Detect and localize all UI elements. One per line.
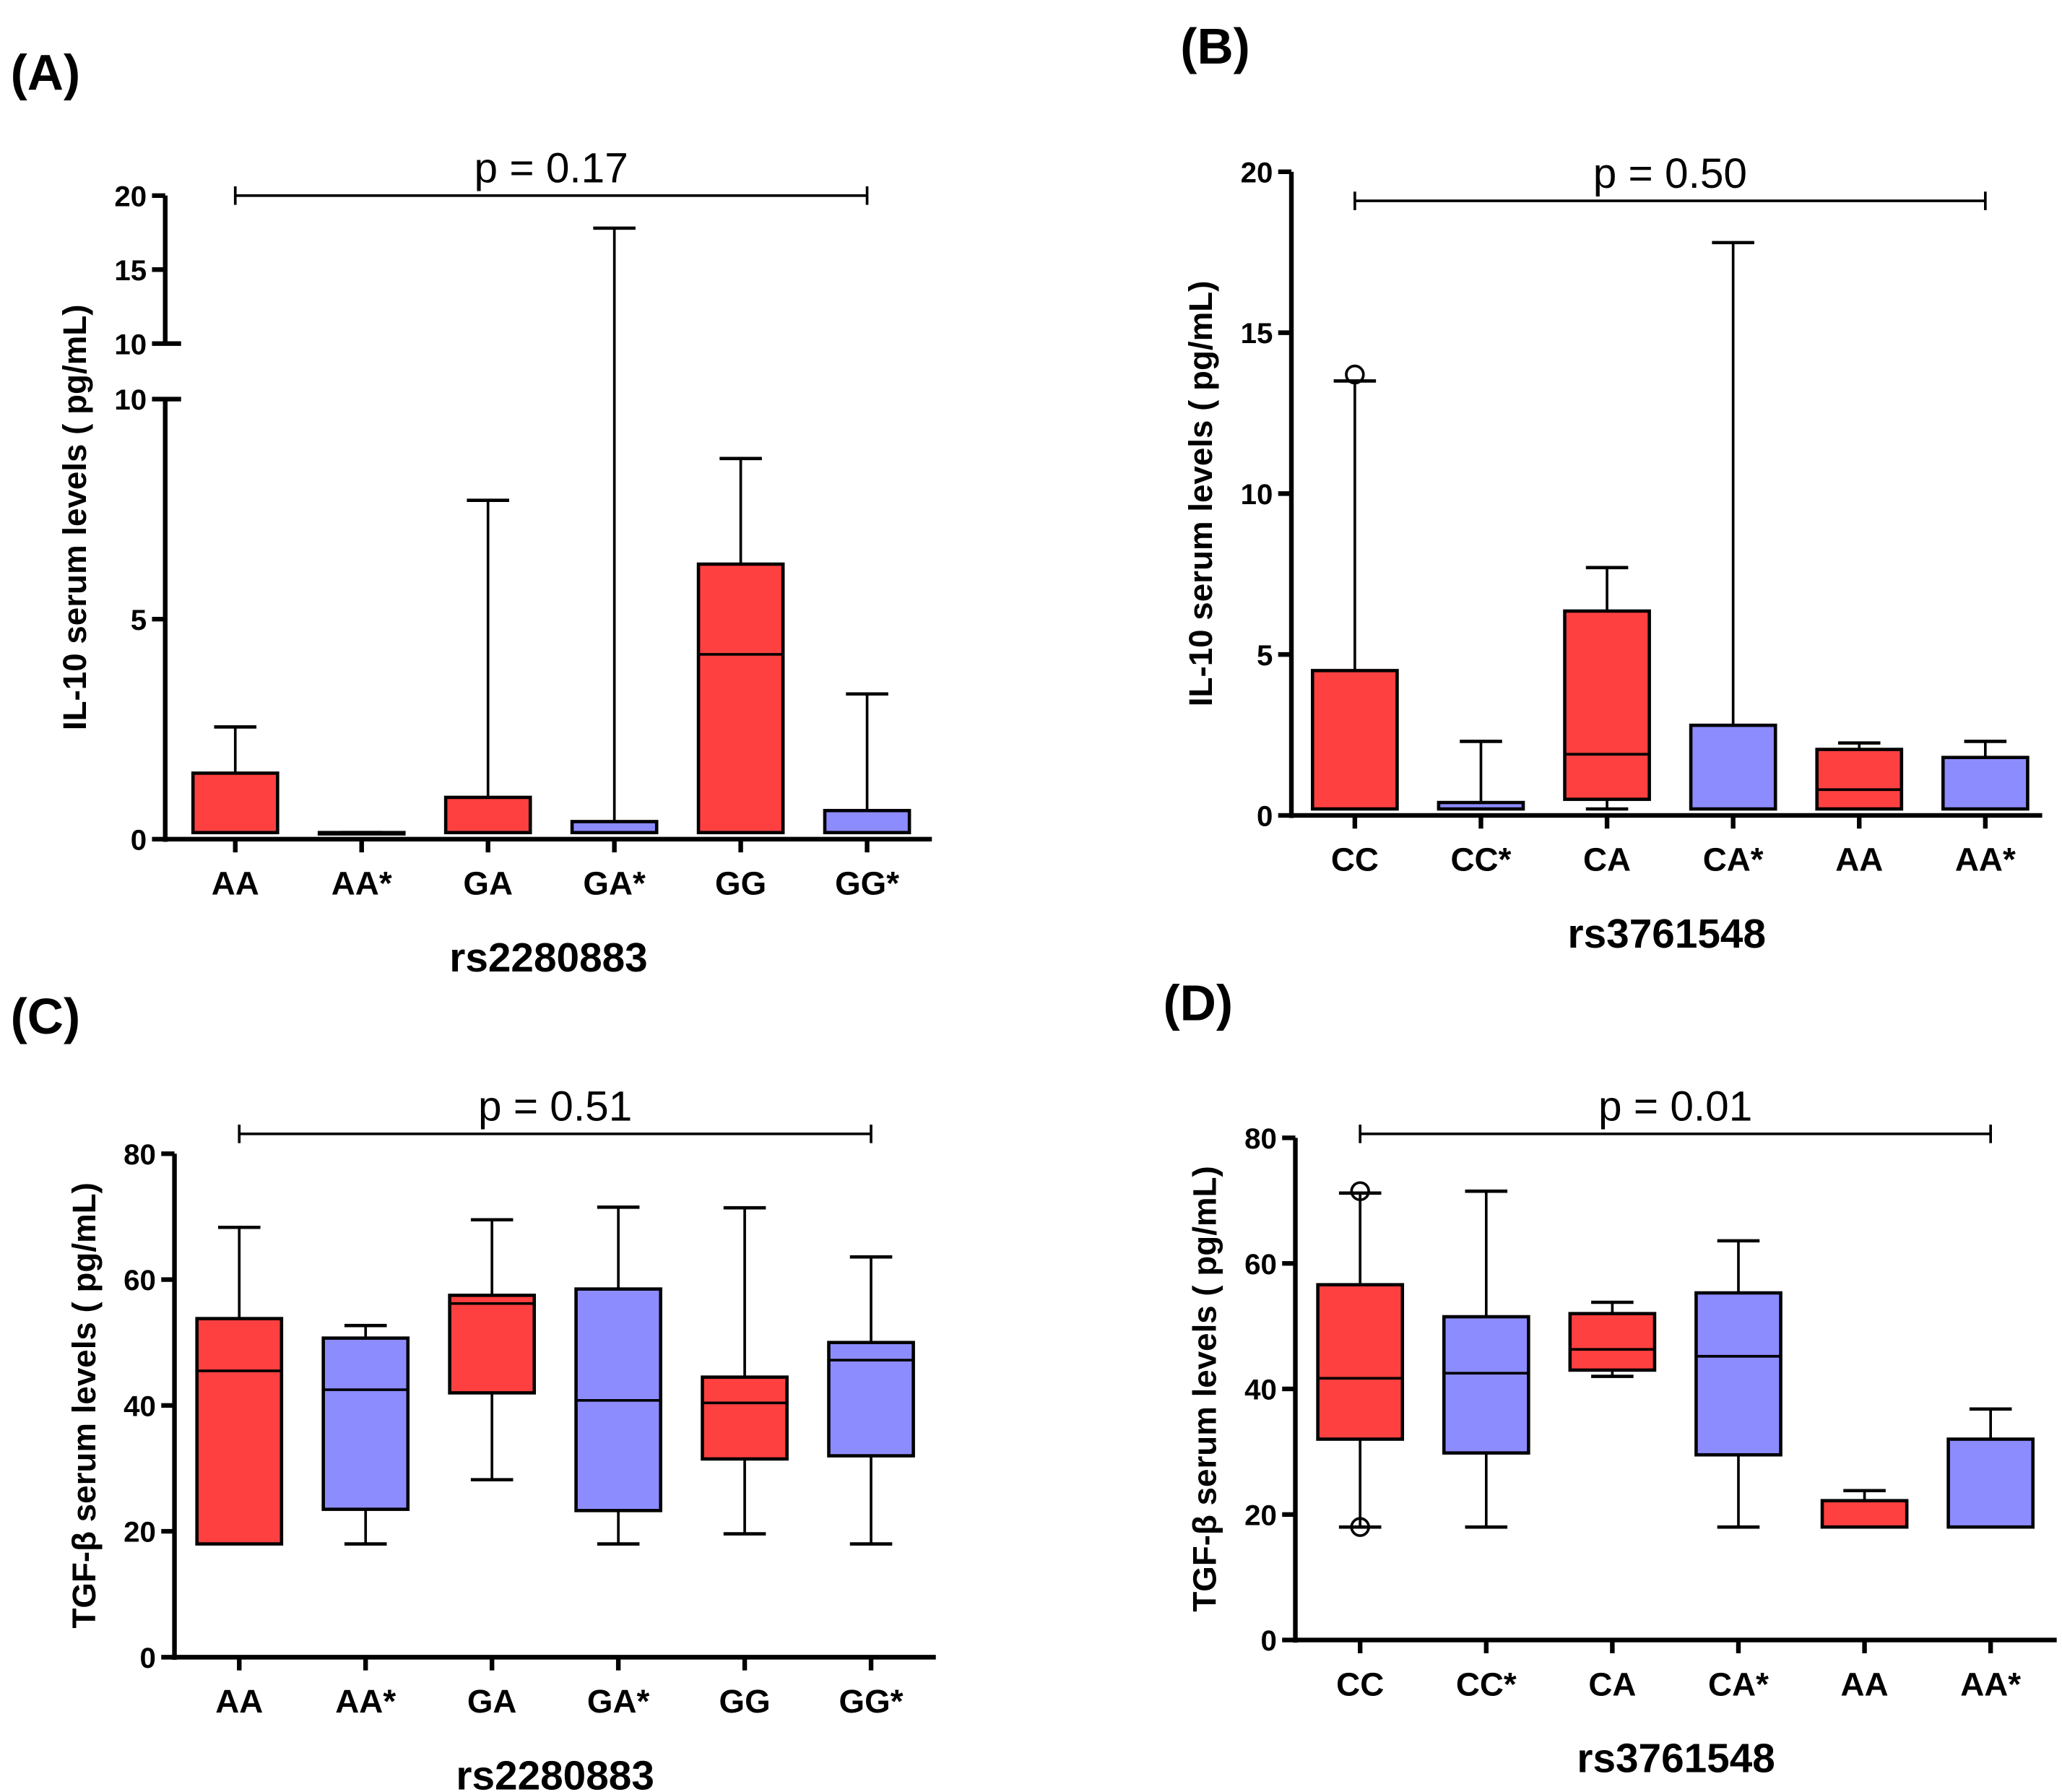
x-axis-label: rs3761548 <box>1568 912 1766 957</box>
y-tick-label: 0 <box>131 823 147 856</box>
x-tick-label: GG <box>715 865 766 902</box>
x-tick-label: CA* <box>1708 1666 1769 1702</box>
x-tick-label: AA <box>215 1683 263 1720</box>
y-tick-label: 40 <box>124 1390 156 1422</box>
y-tick-label: 80 <box>1244 1122 1277 1155</box>
x-tick-label: AA <box>212 865 259 902</box>
x-tick-label: GG* <box>835 865 899 902</box>
x-tick-label: GA* <box>587 1683 650 1720</box>
y-tick-label: 15 <box>1241 317 1273 350</box>
x-tick-label: GG* <box>839 1683 904 1720</box>
y-tick-label: 40 <box>1244 1374 1277 1406</box>
x-tick-label: CA <box>1588 1666 1636 1702</box>
y-tick-label: 20 <box>1241 156 1273 189</box>
box-aa-star <box>1941 756 2029 811</box>
y-axis-label: TGF-β serum levels ( pg/mL) <box>1187 1166 1223 1611</box>
box-gg-star <box>823 808 911 834</box>
y-tick-label: 15 <box>114 254 147 287</box>
y-axis-label: IL-10 serum levels ( pg/mL) <box>1182 281 1219 707</box>
p-value: p = 0.51 <box>478 1083 632 1130</box>
x-tick-label: CC* <box>1451 841 1512 878</box>
panel-b: (B) 0 5 10 15 20 IL-10 serum levels ( pg/mL) rs… <box>1180 18 2042 957</box>
y-tick-label: 0 <box>1261 1624 1277 1657</box>
y-tick-label: 5 <box>131 604 147 636</box>
panel-d: (D) 0 20 40 60 80 TGF-β serum levels ( pg/mL) r… <box>1164 974 2057 1782</box>
y-tick-label: 10 <box>1241 478 1273 511</box>
outlier-point <box>1345 364 1365 385</box>
box-cc-star <box>1442 1315 1530 1455</box>
x-tick-label: AA* <box>332 865 392 902</box>
y-tick-label: 60 <box>1244 1248 1277 1281</box>
panel-label: (D) <box>1164 974 1234 1031</box>
y-axis-label: TGF-β serum levels ( pg/mL) <box>66 1182 103 1628</box>
x-axis-label: rs2280883 <box>449 935 647 981</box>
box-aa <box>1815 748 1904 811</box>
box-ca <box>1568 1312 1657 1372</box>
p-value: p = 0.01 <box>1598 1083 1752 1130</box>
x-tick-label: AA* <box>1960 1666 2021 1702</box>
x-tick-label: CC <box>1336 1666 1384 1702</box>
x-tick-label: AA <box>1835 841 1883 878</box>
x-tick-label: CA* <box>1703 841 1764 878</box>
box-aa-star <box>321 1336 410 1511</box>
y-tick-label: 80 <box>124 1138 156 1171</box>
box-ca <box>1563 609 1651 801</box>
y-tick-label: 10 <box>114 328 147 360</box>
x-tick-label: CA <box>1583 841 1631 878</box>
box-aa <box>195 1317 284 1546</box>
box-ca-star <box>1694 1291 1782 1457</box>
x-axis-label: rs3761548 <box>1577 1736 1775 1782</box>
box-gg <box>701 1375 789 1461</box>
panel-label: (C) <box>11 988 81 1044</box>
x-tick-label: GA* <box>583 865 646 902</box>
panel-a: (A) 0 5 10 10 15 20 IL-10 serum levels ( pg/mL)… <box>11 44 932 981</box>
y-tick-label: 20 <box>1244 1499 1277 1531</box>
box-aa <box>1820 1499 1909 1529</box>
box-aa <box>191 771 280 834</box>
y-tick-label: 20 <box>124 1516 156 1549</box>
box-aa-star <box>1946 1437 2035 1529</box>
box-cc <box>1311 669 1399 811</box>
outlier-point <box>1350 1517 1370 1537</box>
x-tick-label: CC <box>1331 841 1379 878</box>
panel-c: (C) 0 20 40 60 80 TGF-β serum levels ( pg/mL) r… <box>11 988 936 1792</box>
p-value: p = 0.50 <box>1593 150 1747 197</box>
box-cc <box>1316 1283 1405 1441</box>
x-tick-label: GA <box>467 1683 517 1720</box>
x-tick-label: CC* <box>1456 1666 1517 1702</box>
box-ga-star <box>570 820 659 834</box>
x-tick-label: AA* <box>335 1683 396 1720</box>
x-tick-label: AA <box>1841 1666 1889 1702</box>
x-tick-label: GA <box>463 865 513 902</box>
y-tick-label: 0 <box>1257 800 1273 833</box>
x-tick-label: AA* <box>1955 841 2016 878</box>
outlier-point <box>1350 1181 1370 1201</box>
box-ga <box>448 1294 537 1395</box>
y-tick-label: 60 <box>124 1264 156 1297</box>
panel-label: (A) <box>11 44 81 100</box>
panel-label: (B) <box>1180 18 1250 74</box>
x-tick-label: GG <box>719 1683 771 1720</box>
y-tick-label: 10 <box>114 384 147 416</box>
box-gg <box>696 562 785 834</box>
y-tick-label: 5 <box>1257 639 1273 672</box>
box-ga <box>443 795 532 834</box>
y-tick-label: 20 <box>114 180 147 212</box>
y-tick-label: 0 <box>140 1642 156 1674</box>
y-axis-label: IL-10 serum levels ( pg/mL) <box>56 305 93 731</box>
box-ca-star <box>1689 723 1777 811</box>
p-value: p = 0.17 <box>475 144 628 191</box>
x-axis-label: rs2280883 <box>456 1753 654 1792</box>
